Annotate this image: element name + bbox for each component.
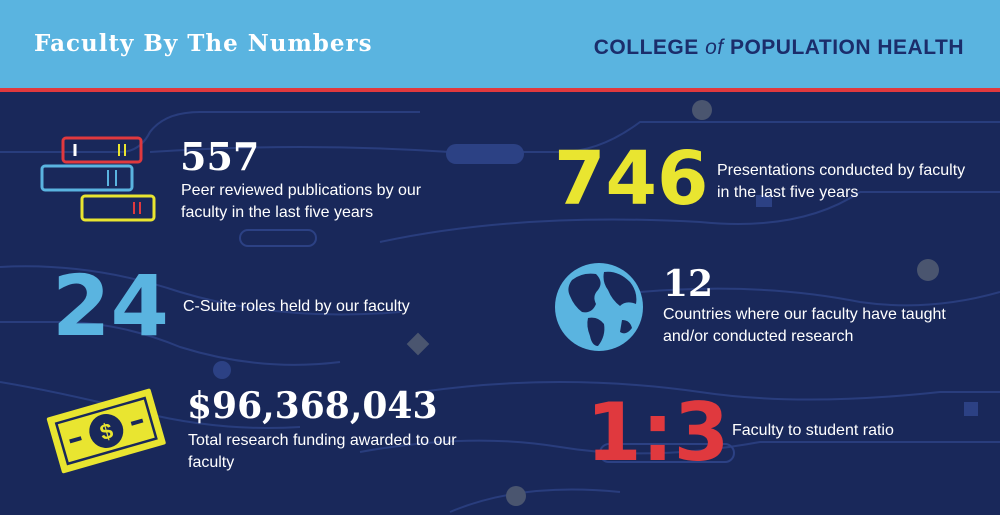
books-icon [40, 136, 156, 222]
circuit-background [0, 100, 1000, 513]
countries-value: 12 [663, 263, 714, 305]
brand-part-1: COLLEGE [593, 36, 706, 59]
presentations-description: Presentations conducted by faculty in th… [717, 162, 966, 201]
funding-value: $96,368,043 [187, 385, 438, 427]
countries-description: Countries where our faculty have taught … [663, 306, 946, 345]
header-divider [0, 88, 1000, 92]
header-banner: Faculty By The Numbers COLLEGE of POPULA… [0, 0, 1000, 88]
page-title: Faculty By The Numbers [34, 30, 373, 57]
ratio-description: Faculty to student ratio [732, 422, 894, 439]
college-brand: COLLEGE of POPULATION HEALTH [594, 36, 964, 60]
csuite-value: 24 [52, 257, 169, 355]
brand-of: of [705, 36, 724, 59]
publications-description: Peer reviewed publications by our facult… [181, 182, 422, 221]
funding-description: Total research funding awarded to our fa… [188, 432, 457, 471]
presentations-value: 746 [554, 136, 709, 222]
csuite-description: C-Suite roles held by our faculty [183, 298, 410, 315]
brand-part-2: POPULATION HEALTH [723, 36, 964, 59]
globe-icon [555, 263, 643, 351]
ratio-value: 1:3 [586, 386, 730, 479]
stats-area: 557 Peer reviewed publications by our fa… [0, 92, 1000, 515]
publications-value: 557 [180, 134, 260, 179]
dollar-bill-icon: $ [46, 388, 166, 474]
